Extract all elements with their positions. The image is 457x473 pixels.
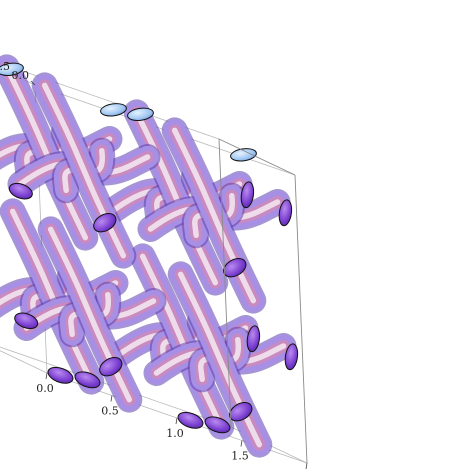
tube-end-cap <box>47 366 74 384</box>
box-edge-front <box>218 138 232 428</box>
tube-end-cap <box>230 148 257 162</box>
gyroid-surface <box>0 54 297 458</box>
tube-highlight <box>41 82 127 259</box>
box-edge-front <box>294 174 308 464</box>
tube-end-caps <box>0 62 299 434</box>
tick-label-x: 0.0 <box>36 382 54 395</box>
tube-end-cap <box>0 62 24 77</box>
tick-mark-y <box>11 71 17 77</box>
bounding-box-front-edges <box>218 138 308 464</box>
tube-end-cap <box>246 325 261 353</box>
tube-end-cap <box>278 199 293 227</box>
tube-highlight <box>177 271 263 448</box>
tube-highlight <box>47 226 133 403</box>
bottom-axis: 0.00.51.01.52.0 <box>36 372 314 473</box>
tube-end-cap <box>14 312 39 330</box>
tube-highlight <box>171 127 257 304</box>
tube-end-cap <box>284 343 299 371</box>
tick-mark-x <box>240 440 243 447</box>
tube-end-cap <box>100 103 127 117</box>
tick-label-y: 0.0 <box>12 69 30 82</box>
tick-mark-x <box>305 462 308 470</box>
tube-end-cap <box>127 107 154 122</box>
box-edge-front <box>218 138 296 176</box>
box-edge-back <box>0 350 48 374</box>
tick-mark-y <box>30 80 36 86</box>
tube-end-cap <box>204 416 231 434</box>
tick-label-y: 0.5 <box>0 60 10 73</box>
tube-end-cap <box>240 181 255 209</box>
tube-end-cap <box>8 182 33 200</box>
tube-end-cap <box>99 357 123 377</box>
tick-mark-x <box>110 395 113 402</box>
tube-end-cap <box>177 411 204 429</box>
tube-end-cap <box>74 371 101 389</box>
tick-mark-x <box>175 417 178 425</box>
top-axis: 0.00.51.01.52.0 <box>0 60 36 86</box>
tick-label-x: 1.5 <box>231 450 249 463</box>
tube-end-cap <box>93 213 117 233</box>
tick-label-x: 0.5 <box>101 405 119 418</box>
tick-label-x: 1.0 <box>166 427 184 440</box>
tick-mark-x <box>45 372 48 380</box>
